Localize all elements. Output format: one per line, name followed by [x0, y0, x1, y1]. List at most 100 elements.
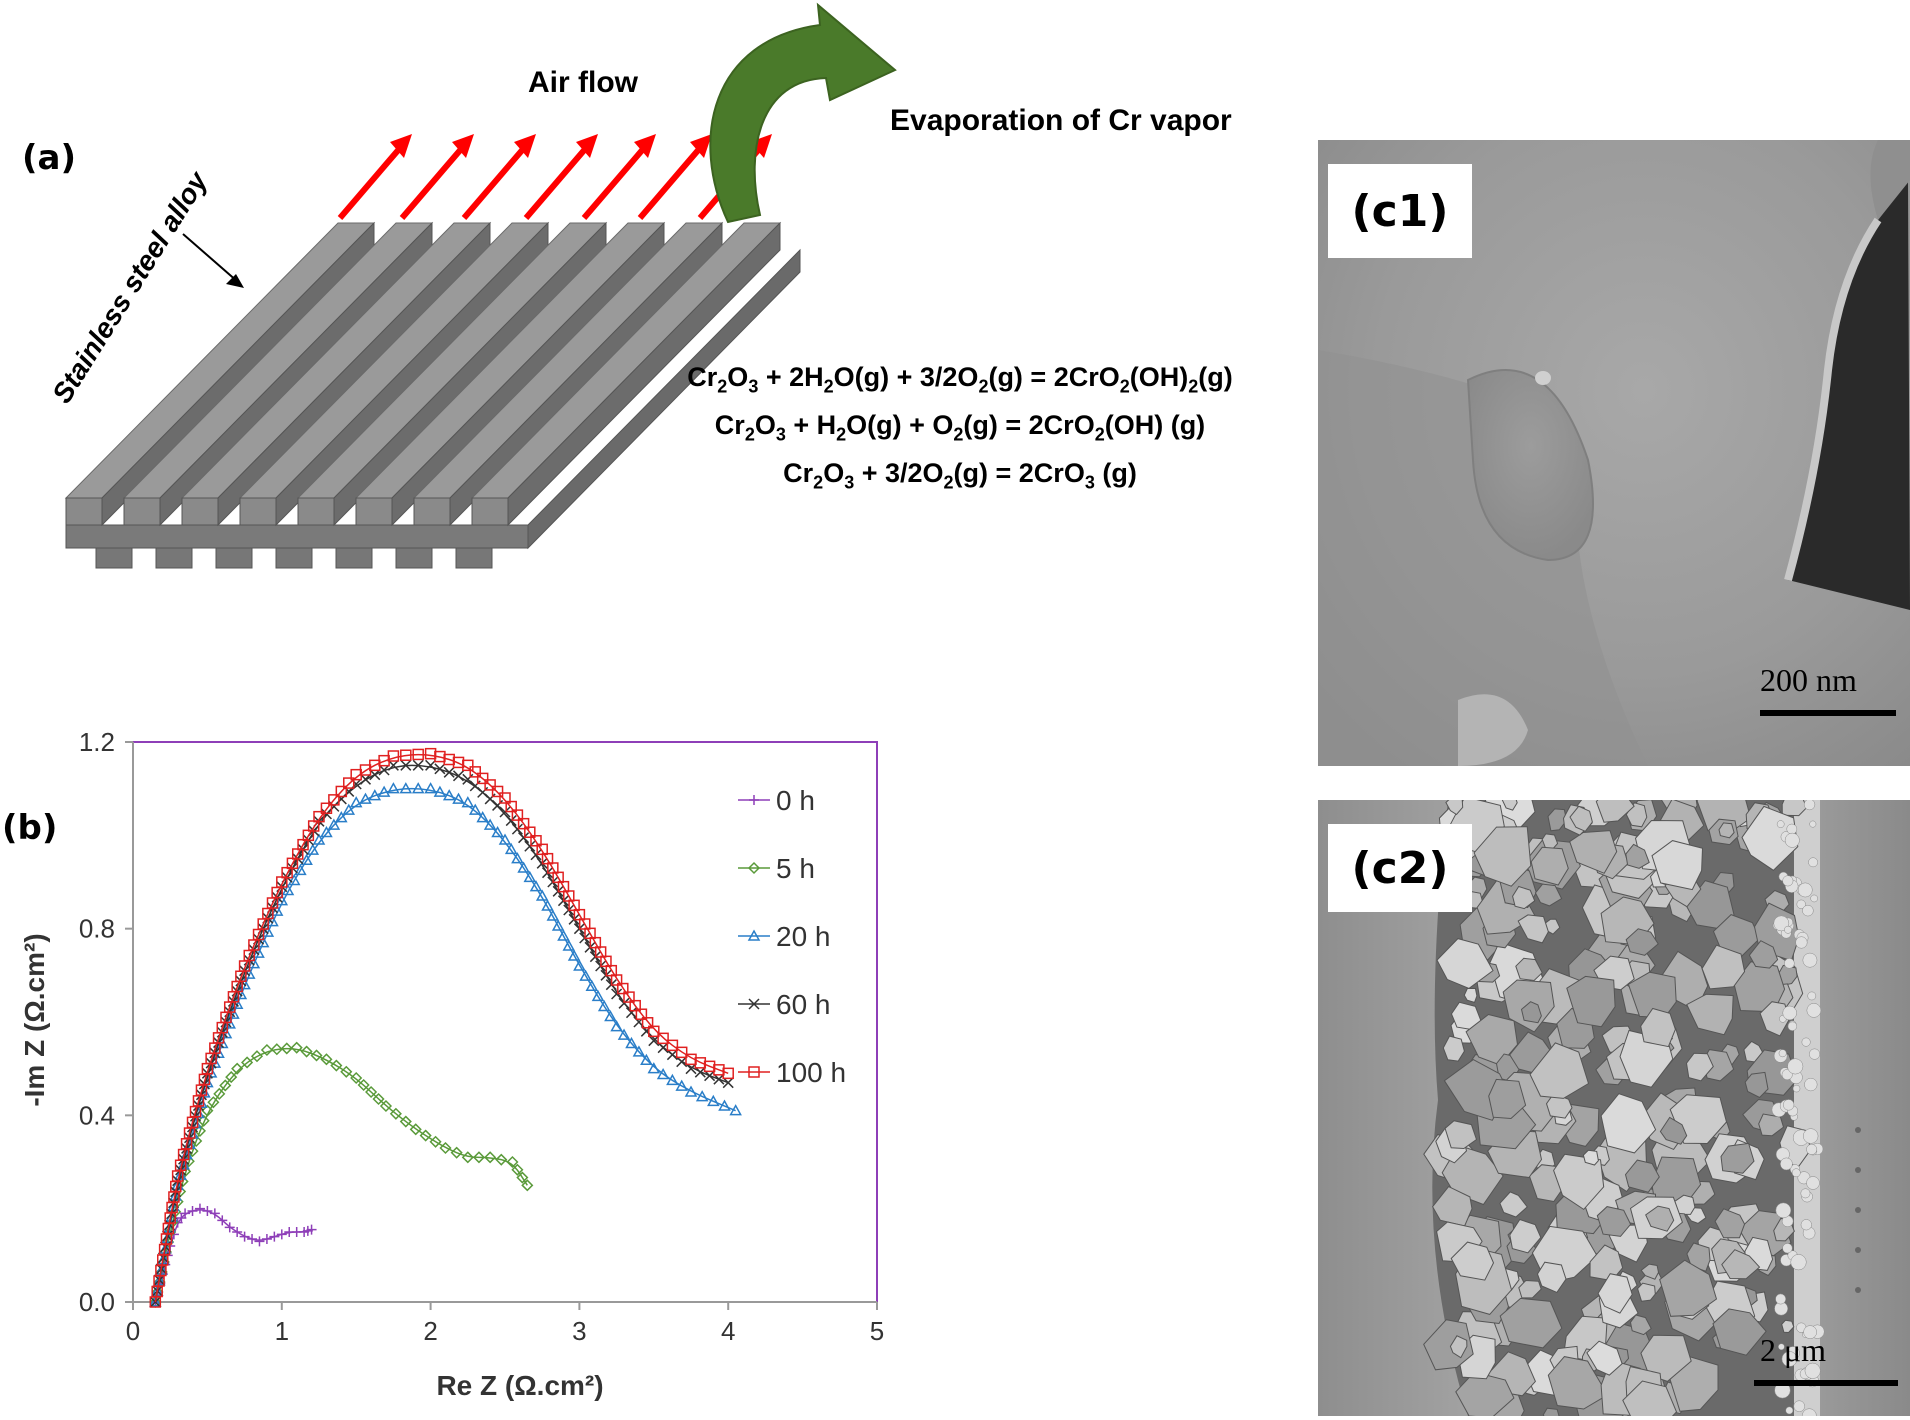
data-point [433, 785, 447, 797]
data-point [611, 988, 623, 1000]
y-tick-label: 0.0 [79, 1287, 115, 1317]
data-point [225, 1071, 238, 1084]
x-tick-label: 1 [275, 1316, 289, 1346]
data-point [343, 777, 355, 789]
data-point [320, 825, 333, 838]
data-point [676, 1056, 688, 1068]
data-point [517, 861, 530, 873]
data-point [349, 796, 363, 808]
data-point [452, 792, 465, 804]
data-point [190, 1134, 203, 1148]
data-point [330, 1059, 343, 1072]
series-line [154, 753, 729, 1303]
data-point [749, 795, 759, 805]
data-point [193, 1124, 207, 1137]
data-point [573, 959, 586, 971]
data-point [618, 997, 630, 1009]
data-point [461, 796, 475, 808]
data-point [157, 1253, 170, 1265]
data-point [579, 969, 592, 981]
data-point [290, 1041, 303, 1054]
data-point [530, 849, 542, 861]
data-point [567, 949, 581, 961]
data-point [250, 1050, 264, 1063]
data-point [357, 1078, 370, 1092]
panel-b-label: (b) [2, 808, 58, 848]
data-point [377, 785, 391, 797]
scale-text-c2: 2 μm [1760, 1332, 1827, 1368]
data-point [511, 823, 523, 835]
data-point [419, 1129, 432, 1142]
data-point [695, 1090, 709, 1102]
data-point [399, 782, 413, 794]
scale-text-c1: 200 nm [1760, 662, 1857, 698]
y-tick-label: 0.8 [79, 914, 115, 944]
data-point [505, 815, 517, 827]
data-point [541, 899, 554, 911]
x-tick-label: 3 [572, 1316, 586, 1346]
series-line [154, 1209, 312, 1303]
data-point [484, 1151, 497, 1164]
data-point [483, 818, 497, 830]
data-point [647, 1062, 661, 1074]
data-point [399, 1115, 412, 1128]
data-point [219, 1079, 232, 1092]
legend-label: 0 h [776, 785, 815, 816]
data-point [300, 853, 313, 865]
scale-bar-c1 [1760, 710, 1896, 716]
data-point [557, 929, 570, 941]
legend-item: 0 h [738, 785, 815, 816]
data-point [379, 1099, 393, 1113]
data-point [207, 1096, 220, 1109]
data-point [312, 833, 326, 845]
panel-a-label: (a) [22, 138, 77, 178]
data-point [523, 870, 537, 883]
scale-bar-c2 [1754, 1380, 1898, 1386]
data-point [713, 1073, 725, 1085]
data-point [409, 1123, 422, 1136]
legend-label: 5 h [776, 853, 815, 884]
airflow-arrow [637, 134, 712, 220]
data-point [260, 1043, 273, 1057]
data-point [424, 747, 437, 760]
x-tick-label: 2 [423, 1316, 437, 1346]
data-point [254, 1236, 265, 1247]
data-point [387, 782, 400, 794]
data-point [498, 833, 512, 845]
data-point [231, 1062, 244, 1075]
y-axis-label: -Im Z (Ω.cm²) [19, 933, 50, 1106]
data-point [476, 811, 489, 823]
data-point [511, 809, 524, 821]
data-point [434, 763, 446, 775]
data-point [648, 1035, 660, 1047]
data-point [491, 785, 504, 798]
data-point [310, 1049, 323, 1062]
data-point [610, 1020, 623, 1032]
data-point [516, 1171, 529, 1184]
data-point [604, 1010, 617, 1022]
data-point [625, 1007, 638, 1019]
data-point [313, 810, 325, 823]
data-point [747, 861, 761, 875]
data-point [504, 842, 518, 855]
data-point [666, 1049, 678, 1061]
data-point [506, 1155, 519, 1169]
airflow-arrow [399, 134, 474, 220]
data-point [224, 1222, 235, 1233]
data-point [484, 779, 496, 791]
data-point [369, 769, 381, 781]
data-point [694, 1066, 706, 1078]
data-point [155, 1263, 168, 1275]
data-point [617, 982, 629, 995]
data-point [517, 817, 530, 830]
data-point [657, 1042, 669, 1054]
airflow-arrow [461, 134, 536, 220]
series-20h [149, 782, 742, 1307]
data-point [562, 939, 576, 951]
data-point [276, 1229, 287, 1240]
data-point [641, 1017, 654, 1029]
data-point [342, 803, 356, 815]
data-point [197, 1114, 210, 1127]
data-point [666, 1039, 679, 1052]
data-point [350, 1071, 363, 1085]
